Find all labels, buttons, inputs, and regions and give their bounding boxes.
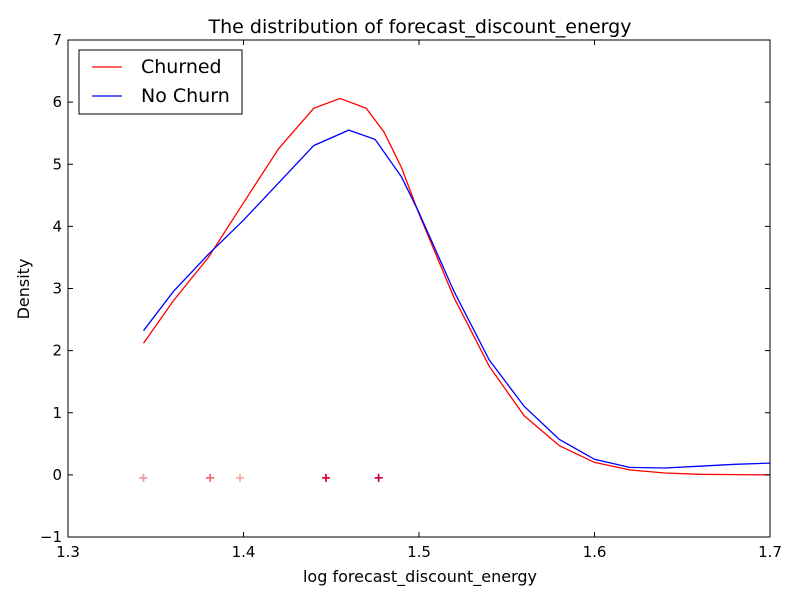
rug-marker bbox=[139, 473, 148, 482]
rug-marker bbox=[321, 473, 330, 482]
y-tick-label: 4 bbox=[52, 217, 62, 235]
x-tick-label: 1.7 bbox=[758, 543, 782, 561]
y-tick-label: 3 bbox=[52, 280, 62, 298]
series-line-no-churn bbox=[142, 129, 771, 469]
y-tick-label: 1 bbox=[52, 404, 62, 422]
y-tick-label: 7 bbox=[52, 31, 62, 49]
legend: Churned No Churn bbox=[78, 49, 243, 115]
x-tick-label: 1.4 bbox=[232, 543, 256, 561]
legend-label: Churned bbox=[141, 56, 222, 78]
y-tick-label: 5 bbox=[52, 155, 62, 173]
x-tick-label: 1.6 bbox=[583, 543, 607, 561]
y-axis-label: Density bbox=[14, 259, 33, 320]
y-tick-label: −1 bbox=[40, 528, 62, 546]
x-tick-label: 1.3 bbox=[56, 543, 80, 561]
plot-area bbox=[139, 97, 771, 482]
y-tick-label: 0 bbox=[52, 466, 62, 484]
x-axis-label: log forecast_discount_energy bbox=[303, 567, 537, 587]
y-tick-label: 6 bbox=[52, 93, 62, 111]
rug-marker bbox=[206, 473, 215, 482]
rug-marker bbox=[374, 473, 383, 482]
rug-marker bbox=[235, 473, 244, 482]
y-tick-label: 2 bbox=[52, 342, 62, 360]
legend-label: No Churn bbox=[141, 85, 230, 107]
chart-title: The distribution of forecast_discount_en… bbox=[208, 16, 632, 38]
x-tick-label: 1.5 bbox=[407, 543, 431, 561]
axes: 1.3 1.4 1.5 1.6 1.7 −1 0 1 2 3 4 5 6 7 bbox=[40, 31, 782, 561]
legend-box bbox=[78, 49, 243, 115]
